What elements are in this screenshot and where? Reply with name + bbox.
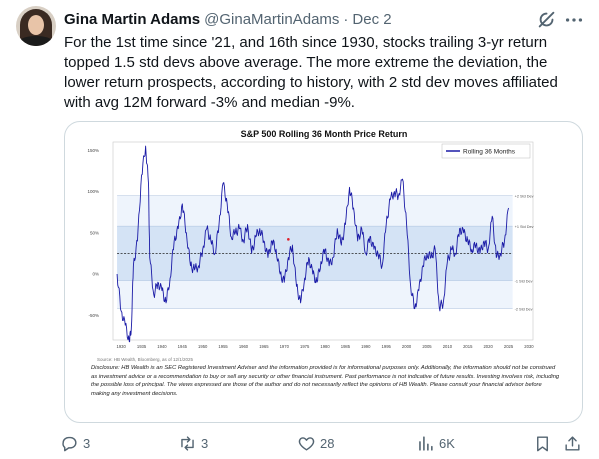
x-tick-label: 1975 xyxy=(300,344,310,349)
x-tick-label: 2020 xyxy=(483,344,493,349)
repost-count: 3 xyxy=(201,435,209,451)
chart-title: S&P 500 Rolling 36 Month Price Return xyxy=(241,129,408,139)
band-label: -1 Std Dev xyxy=(515,280,533,284)
share-button[interactable] xyxy=(563,431,582,455)
tweet-header: Gina Martin Adams @GinaMartinAdams · Dec… xyxy=(64,9,392,29)
x-tick-label: 1940 xyxy=(157,344,167,349)
band-label: +2 Std Dev xyxy=(515,195,534,199)
x-tick-label: 2000 xyxy=(402,344,412,349)
separator-dot: · xyxy=(343,10,349,28)
share-icon xyxy=(565,435,580,451)
like-count: 28 xyxy=(320,435,335,451)
y-tick-label: 50% xyxy=(90,230,99,235)
x-tick-label: 2015 xyxy=(463,344,473,349)
chart-footnote: Source: HB Wealth, Bloomberg, as of 12/1… xyxy=(97,357,193,362)
tweet-date[interactable]: Dec 2 xyxy=(352,10,392,28)
repost-icon xyxy=(181,435,194,451)
x-tick-label: 1945 xyxy=(178,344,188,349)
reply-button[interactable]: 3 xyxy=(60,431,90,455)
x-tick-label: 2025 xyxy=(504,344,514,349)
views-icon xyxy=(419,435,433,451)
bookmark-icon xyxy=(537,435,548,451)
x-tick-label: 1935 xyxy=(137,344,147,349)
y-tick-label: 100% xyxy=(87,189,99,194)
x-tick-label: 1985 xyxy=(341,344,351,349)
x-tick-label: 1960 xyxy=(239,344,249,349)
reply-icon xyxy=(62,436,77,451)
x-tick-label: 1970 xyxy=(280,344,290,349)
avatar[interactable] xyxy=(16,6,56,46)
chart-svg: S&P 500 Rolling 36 Month Price Return +2… xyxy=(87,129,560,397)
x-tick-label: 1955 xyxy=(218,344,228,349)
x-tick-label: 1990 xyxy=(361,344,371,349)
plot-area xyxy=(112,141,534,341)
disclosure-text: Disclosure: HB Wealth is an SEC Register… xyxy=(91,365,560,397)
like-button[interactable]: 28 xyxy=(297,431,334,455)
x-tick-label: 2010 xyxy=(443,344,453,349)
x-tick-label: 1980 xyxy=(320,344,330,349)
x-tick-label: 1930 xyxy=(116,344,126,349)
x-tick-label: 1995 xyxy=(382,344,392,349)
y-tick-label: 0% xyxy=(92,272,99,277)
y-tick-label: 150% xyxy=(87,148,99,153)
bookmark-button[interactable] xyxy=(533,431,552,455)
band-label: +1 Std Dev xyxy=(515,225,534,229)
tweet-text: For the 1st time since '21, and 16th sin… xyxy=(64,34,558,111)
grok-icon[interactable] xyxy=(536,9,558,31)
tweet-media-chart[interactable]: S&P 500 Rolling 36 Month Price Return +2… xyxy=(64,121,583,423)
x-tick-label: 1965 xyxy=(259,344,269,349)
author-name[interactable]: Gina Martin Adams xyxy=(64,10,201,28)
views-button[interactable]: 6K xyxy=(416,431,455,455)
author-handle[interactable]: @GinaMartinAdams xyxy=(204,10,340,28)
more-icon[interactable] xyxy=(563,9,585,31)
tweet-actions: 3 3 28 6K xyxy=(60,431,585,455)
series-line-rolling-36-months xyxy=(116,145,509,343)
x-tick-label: 2005 xyxy=(422,344,432,349)
legend-label: Rolling 36 Months xyxy=(463,149,516,156)
views-count: 6K xyxy=(439,435,455,451)
chart-legend: Rolling 36 Months xyxy=(441,143,531,159)
band-label: -2 Std Dev xyxy=(515,308,533,312)
like-icon xyxy=(298,436,315,451)
x-tick-label: 1950 xyxy=(198,344,208,349)
highlight-point xyxy=(287,238,290,241)
reply-count: 3 xyxy=(83,435,91,451)
x-tick-label: 2030 xyxy=(524,344,534,349)
y-tick-label: -50% xyxy=(88,313,99,318)
repost-button[interactable]: 3 xyxy=(178,431,208,455)
